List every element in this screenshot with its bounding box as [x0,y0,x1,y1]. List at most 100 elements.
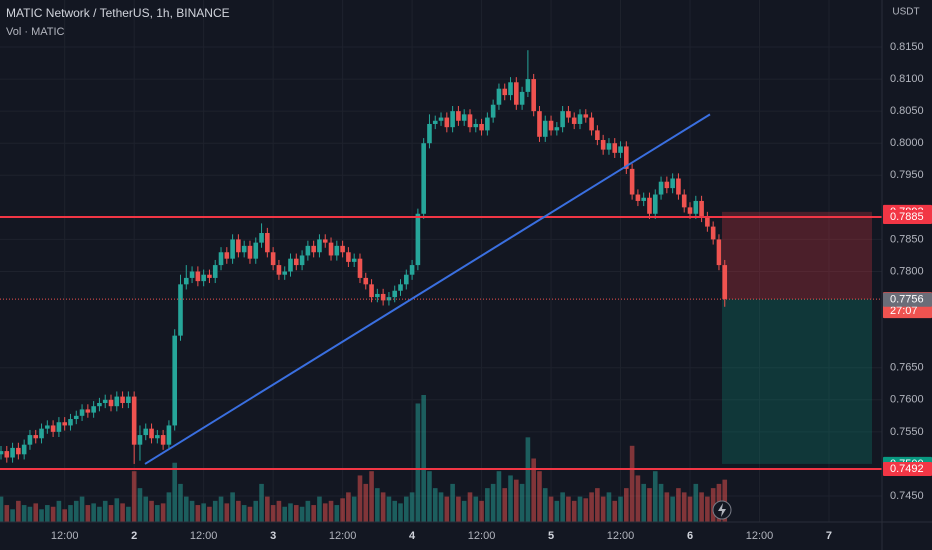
volume-bar [143,496,149,522]
candle-body [548,120,554,131]
volume-label: Vol · MATIC [6,26,65,38]
candle-body [525,79,531,92]
x-tick-label: 12:00 [329,530,357,542]
chart-title: MATIC Network / TetherUS, 1h, BINANCE [6,6,230,20]
candle-body [681,194,687,208]
volume-bar [571,500,577,522]
volume-bar [629,445,635,522]
candle-body [467,114,473,128]
candle-body [351,258,357,262]
candle-body [490,104,496,118]
volume-bar [16,500,21,522]
volume-bar [189,500,195,522]
volume-bar [473,496,479,522]
candle-body [282,271,288,275]
candle-body [670,178,675,189]
x-tick-label: 4 [409,530,416,542]
candle-body [554,127,560,131]
price-label-box [883,292,932,307]
volume-bar [114,498,120,522]
volume-bar [375,488,380,522]
candle-body [0,451,4,455]
candle-body [50,425,56,432]
volume-bar [404,496,409,522]
candle-body [311,245,316,253]
volume-bar [514,479,519,522]
candle-body [519,91,525,105]
candle-body [259,233,264,243]
volume-bar [10,509,15,522]
volume-bar [33,503,39,522]
candle-body [276,265,282,275]
volume-bar [299,506,305,522]
candle-body [647,197,652,214]
volume-bar [409,492,415,522]
volume-bar [461,500,467,522]
volume-bar [380,492,386,522]
candle-body [375,293,380,298]
candle-body [143,428,149,436]
volume-bar [438,492,444,522]
candle-body [363,277,369,285]
volume-bar [305,500,311,522]
candle-body [334,245,340,256]
candle-body [16,447,21,455]
candle-body [270,252,276,266]
candle-body [577,114,583,124]
volume-bar [126,506,131,522]
candle-body [160,435,166,445]
candle-body [606,143,612,150]
countdown: 27:07 [890,305,918,317]
x-tick-label: 12:00 [468,530,496,542]
volume-bar [160,503,166,522]
volume-bar [85,505,91,522]
volume-bar [600,496,606,522]
y-tick-label: 0.8000 [890,137,924,149]
candle-body [172,335,177,426]
volume-bar [102,500,108,522]
volume-bar [508,475,513,522]
candle-body [658,181,664,195]
candle-body [705,216,710,227]
volume-bar [699,492,704,522]
x-tick-label: 7 [826,530,832,542]
price-label-box [883,462,932,477]
candle-body [624,146,629,169]
y-tick-label: 0.7600 [890,394,924,406]
candle-body [178,284,183,336]
candle-body [409,265,415,275]
price-label: 0.7885 [890,211,924,223]
volume-bar [386,496,392,522]
candle-body [635,194,641,201]
y-tick-label: 0.7550 [890,426,924,438]
candle-body [693,200,699,214]
volume-bar [334,505,340,522]
candle-body [722,265,728,300]
candle-body [33,435,39,439]
candle-body [126,396,131,403]
candle-body [253,242,259,259]
volume-bar [496,471,502,522]
volume-bar [537,471,542,522]
replay-icon[interactable] [712,500,732,520]
candle-body [595,130,600,141]
candle-body [236,239,241,253]
volume-bar [577,496,583,522]
candle-body [322,239,328,243]
candle-body [537,111,542,137]
x-tick-label: 5 [548,530,554,542]
volume-bar [670,496,675,522]
candle-body [502,88,508,96]
candle-body [664,181,670,189]
volume-bar [456,496,461,522]
volume-bar [195,505,201,522]
candle-body [676,178,681,195]
candle-body [450,111,455,128]
candle-body [230,239,235,259]
icon-bolt[interactable] [718,503,726,517]
trendline [144,113,711,465]
volume-bar [421,395,426,522]
candle-body [79,409,85,416]
volume-bar [39,509,44,522]
